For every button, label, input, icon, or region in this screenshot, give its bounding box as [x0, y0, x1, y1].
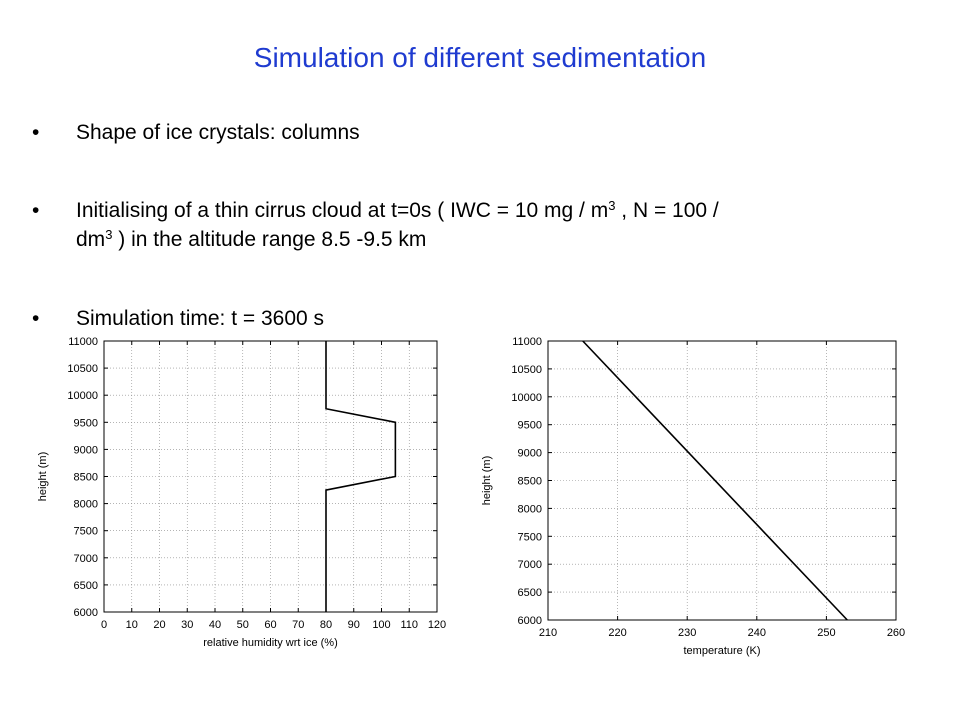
chart2-y-axis-label: height (m) — [481, 456, 493, 506]
init-text-part4: ) in the altitude range 8.5 -9.5 km — [112, 228, 427, 251]
chart1-x-tick-label: 60 — [264, 619, 276, 631]
chart2-x-tick-label: 220 — [608, 627, 626, 639]
chart1-x-tick-label: 30 — [181, 619, 193, 631]
chart1-y-tick-label: 9500 — [74, 417, 98, 429]
chart2-y-tick-label: 9000 — [518, 448, 542, 460]
bullet-text-simulation-time: Simulation time: t = 3600 s — [76, 307, 325, 330]
chart1-y-tick-label: 7000 — [74, 553, 98, 565]
chart2-x-tick-label: 210 — [539, 627, 557, 639]
chart2-y-tick-label: 9500 — [518, 420, 542, 432]
chart2-x-tick-label: 230 — [678, 627, 696, 639]
chart2-y-tick-label: 7000 — [518, 559, 542, 571]
chart1-series-line — [325, 341, 397, 612]
chart1-y-tick-label: 8000 — [74, 499, 98, 511]
chart1-x-tick-label: 10 — [126, 619, 138, 631]
chart1-y-tick-label: 10500 — [67, 363, 98, 375]
chart2-y-tick-label: 7500 — [518, 531, 542, 543]
chart2-y-tick-label: 6500 — [518, 587, 542, 599]
chart-humidity: 0 10 20 30 40 50 60 70 80 90 100 110 120 6000 6500 7000… — [37, 336, 446, 649]
chart1-y-axis-label: height (m) — [37, 452, 49, 502]
chart1-x-tick-label: 110 — [400, 619, 418, 631]
init-text-part2: , N = 100 / — [615, 199, 719, 222]
chart2-y-tick-label: 6000 — [518, 615, 542, 627]
chart1-x-axis-label: relative humidity wrt ice (%) — [203, 637, 337, 649]
chart1-x-tick-label: 120 — [428, 619, 446, 631]
chart1-x-tick-label: 90 — [348, 619, 360, 631]
chart1-y-tick-label: 7500 — [74, 526, 98, 538]
chart1-y-tick-label: 9000 — [74, 444, 98, 456]
chart1-y-tick-label: 6000 — [74, 607, 98, 619]
chart2-y-tick-label: 10500 — [511, 364, 542, 376]
bullet-marker: • — [32, 307, 40, 330]
init-text-part3: dm — [76, 228, 106, 251]
slide-title: Simulation of different sedimentation — [253, 42, 707, 73]
chart2-series-line — [582, 340, 848, 621]
chart2-y-tick-label: 11000 — [512, 336, 542, 348]
chart1-x-tick-label: 40 — [209, 619, 221, 631]
bullet-marker: • — [32, 199, 40, 222]
chart2-x-axis-label: temperature (K) — [683, 645, 760, 657]
chart2-x-tick-label: 250 — [817, 627, 835, 639]
chart2-y-tick-label: 10000 — [511, 392, 542, 404]
chart1-x-tick-label: 70 — [292, 619, 304, 631]
superscript-3: 3 — [105, 227, 113, 242]
bullet-marker: • — [32, 121, 40, 144]
bullet-text-shape: Shape of ice crystals: columns — [76, 121, 360, 144]
chart1-x-tick-label: 0 — [101, 619, 107, 631]
bullet-text-initialisation: Initialising of a thin cirrus cloud at t… — [76, 196, 912, 254]
chart2-y-tick-label: 8000 — [518, 503, 542, 515]
chart2-y-tick-label: 8500 — [518, 476, 542, 488]
superscript-3: 3 — [608, 198, 616, 213]
chart2-x-tick-label: 260 — [887, 627, 905, 639]
init-text-part1: Initialising of a thin cirrus cloud at t… — [76, 199, 609, 222]
chart1-y-tick-label: 8500 — [74, 472, 98, 484]
chart1-x-tick-label: 20 — [153, 619, 165, 631]
chart1-y-tick-label: 6500 — [74, 580, 98, 592]
chart2-x-tick-label: 240 — [748, 627, 766, 639]
chart1-x-tick-label: 50 — [237, 619, 249, 631]
chart1-y-tick-label: 11000 — [68, 336, 98, 348]
chart1-y-tick-label: 10000 — [67, 390, 98, 402]
chart1-x-tick-label: 80 — [320, 619, 332, 631]
chart1-x-tick-label: 100 — [372, 619, 390, 631]
